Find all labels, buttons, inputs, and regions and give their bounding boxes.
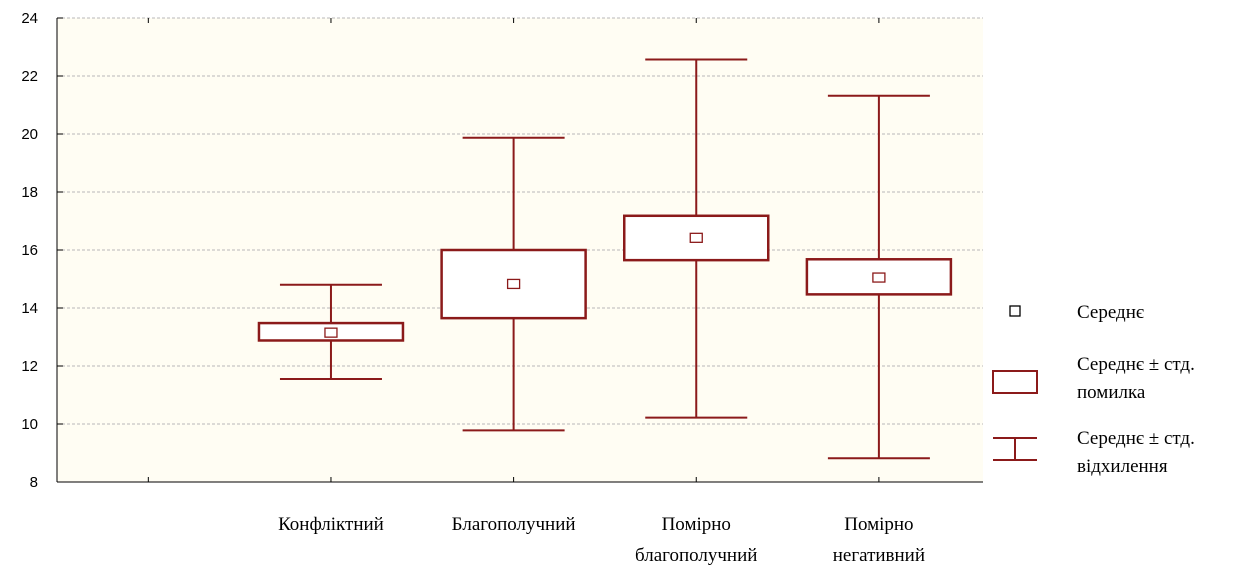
se-box [440,248,587,320]
y-tick-label: 16 [21,242,38,259]
series-group [623,58,770,419]
legend-label: Середнє [1077,302,1144,323]
series-group [440,136,587,432]
series-group [257,283,405,381]
legend-label: Середнє ± стд. [1077,428,1195,449]
x-category-label: Конфліктний [278,514,384,535]
y-tick-label: 10 [21,416,38,433]
mean-marker [872,272,886,283]
series-groups [257,58,953,460]
x-category-label: Помірно [844,514,913,535]
y-tick-label: 24 [21,10,38,27]
legend-item: Середнє ± стд. помилка [992,354,1195,403]
x-category-label: Помірно [662,514,731,535]
legend-label: Середнє ± стд. [1077,354,1195,375]
x-axis-labels: Конфліктний Благополучний Помірно благополу… [278,514,925,566]
series-group [805,94,953,460]
legend-label: відхилення [1077,456,1168,477]
mean-marker [506,278,521,290]
legend-mean-symbol [1009,305,1021,317]
legend-label: помилка [1077,382,1146,403]
y-tick-label: 12 [21,358,38,375]
y-tick-label: 8 [30,474,38,491]
mean-marker [324,327,338,338]
y-axis-ticks: 8 10 12 14 16 18 20 22 24 [21,10,63,491]
x-category-label: благополучний [635,545,757,566]
y-tick-label: 22 [21,68,38,85]
x-category-label: негативний [833,545,925,566]
legend-item: Середнє ± стд. відхилення [993,428,1195,477]
legend-box-symbol [992,370,1038,394]
y-tick-label: 20 [21,126,38,143]
legend-item: Середнє [1009,302,1144,323]
mean-marker [689,232,703,243]
x-category-label: Благополучний [452,514,576,535]
y-tick-label: 18 [21,184,38,201]
y-tick-label: 14 [21,300,38,317]
